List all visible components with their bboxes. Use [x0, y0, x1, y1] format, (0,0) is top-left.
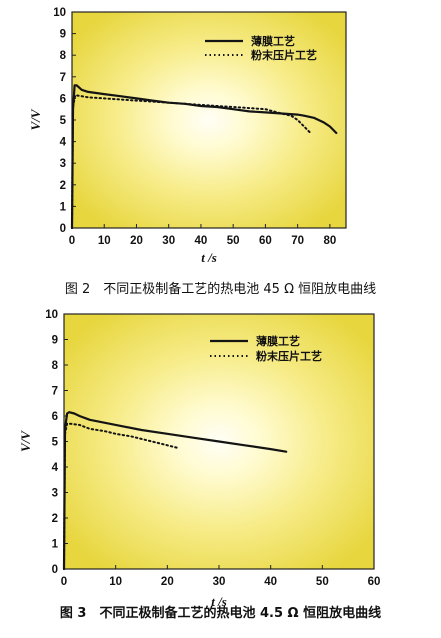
figure-3: 0 1 2 3 4 5 6 7 8 9 10 0 10 20 30 40 50 60 t /s V/V 薄膜工艺 粉末压片…: [0, 300, 441, 638]
y-tick-label: 8: [52, 360, 59, 372]
y-tick-label: 10: [45, 309, 58, 321]
y-tick-label: 7: [52, 386, 58, 398]
x-tick-label: 40: [195, 235, 208, 247]
series-line-2: [71, 94, 312, 229]
legend-label-1: 薄膜工艺: [256, 334, 300, 348]
legend-label-2: 粉末压片工艺: [251, 48, 317, 62]
y-tick-label: 10: [53, 7, 66, 19]
y-tick-label: 7: [60, 72, 66, 84]
y-tick-label: 9: [60, 29, 66, 41]
y-tick-label: 3: [60, 158, 66, 170]
x-tick-label: 10: [98, 235, 111, 247]
x-tick-label: 0: [69, 235, 75, 247]
figure-2-caption: 图 2 不同正极制备工艺的热电池 45 Ω 恒阻放电曲线: [64, 282, 377, 297]
y-tick-label: 1: [52, 539, 59, 551]
x-tick-label: 0: [61, 576, 67, 588]
x-axis-title: t /s: [201, 250, 217, 265]
x-tick-label: 50: [316, 576, 329, 588]
x-axis-title: t /s: [211, 594, 227, 609]
figure-3-caption: 图 3 不同正极制备工艺的热电池 4.5 Ω 恒阻放电曲线: [59, 606, 382, 621]
y-tick-label: 4: [52, 462, 59, 474]
y-tick-label: 9: [52, 335, 58, 347]
y-tick-label: 2: [52, 513, 58, 525]
plot-area: [71, 11, 347, 229]
y-tick-label: 6: [52, 411, 58, 423]
y-tick-label: 2: [60, 180, 66, 192]
series-line-2: [63, 422, 179, 570]
y-tick-label: 8: [60, 50, 67, 62]
legend-label-1: 薄膜工艺: [251, 34, 295, 48]
y-axis-title: V/V: [18, 430, 33, 452]
y-tick-label: 5: [60, 115, 67, 127]
y-tick-label: 0: [52, 564, 58, 576]
y-tick-label: 5: [52, 437, 59, 449]
y-tick-label: 1: [60, 201, 67, 213]
x-tick-label: 30: [213, 576, 226, 588]
y-axis-title: V/V: [28, 108, 43, 130]
series-line-1: [70, 84, 338, 230]
x-tick-label: 50: [227, 235, 240, 247]
y-tick-label: 6: [60, 93, 66, 105]
x-tick-label: 80: [323, 235, 336, 247]
series-line-1: [62, 411, 288, 571]
x-tick-label: 10: [109, 576, 122, 588]
chart-figure-2: 0 1 2 3 4 5 6 7 8 9 10 0 10 20 30 40 50 60 70 80 t /s V/V 薄膜工艺…: [28, 7, 347, 265]
legend-label-2: 粉末压片工艺: [256, 349, 322, 363]
x-tick-label: 30: [162, 235, 175, 247]
x-tick-label: 60: [259, 235, 272, 247]
y-tick-label: 0: [60, 223, 66, 235]
x-tick-label: 40: [264, 576, 277, 588]
chart-figure-3: 0 1 2 3 4 5 6 7 8 9 10 0 10 20 30 40 50 60 t /s V/V 薄膜工艺粉末压片…: [18, 309, 381, 609]
x-tick-label: 20: [161, 576, 174, 588]
x-tick-label: 70: [291, 235, 304, 247]
x-tick-label: 60: [368, 576, 381, 588]
y-tick-label: 3: [52, 488, 58, 500]
y-tick-label: 4: [60, 137, 67, 149]
figure-2: 0 1 2 3 4 5 6 7 8 9 10 0 10 20 30 40 50 60 70 80 t /s V/V 薄膜工艺…: [0, 0, 441, 300]
x-tick-label: 20: [130, 235, 143, 247]
